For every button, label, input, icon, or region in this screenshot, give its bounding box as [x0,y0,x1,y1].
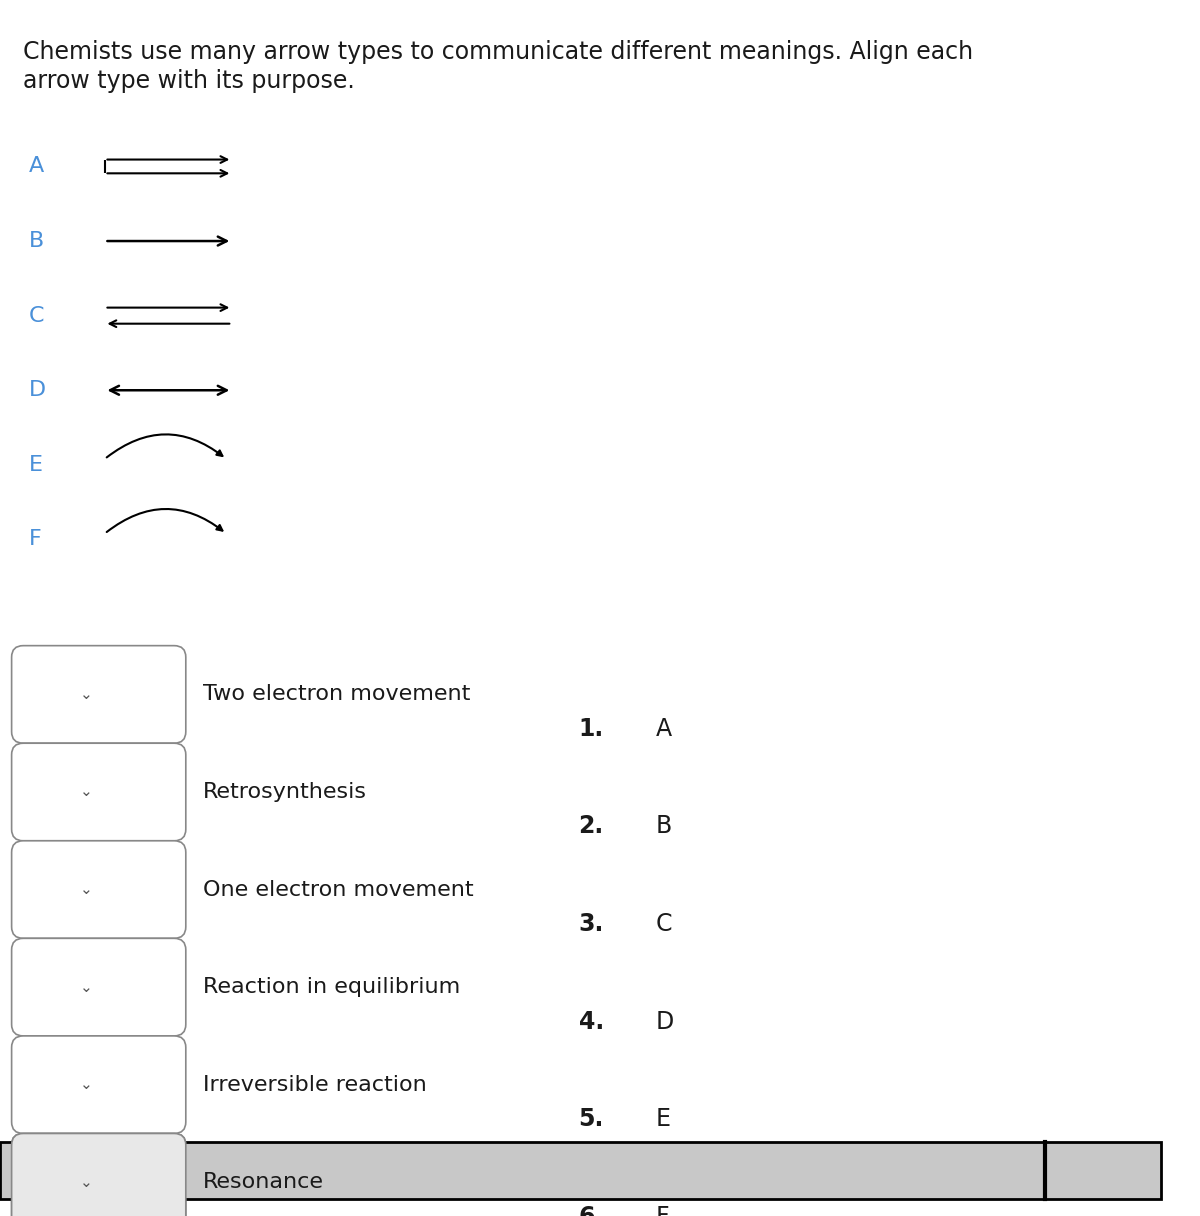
Text: One electron movement: One electron movement [203,879,474,900]
Text: Retrosynthesis: Retrosynthesis [203,782,367,803]
Text: A: A [656,717,672,741]
Text: A: A [29,157,44,176]
Text: Reaction in equilibrium: Reaction in equilibrium [203,978,461,997]
FancyBboxPatch shape [12,939,186,1036]
FancyBboxPatch shape [12,840,186,939]
Text: Resonance: Resonance [203,1172,324,1192]
Text: E: E [29,455,43,475]
Text: 3.: 3. [578,912,604,936]
Text: E: E [656,1107,671,1131]
FancyBboxPatch shape [12,1133,186,1216]
Text: ⌄: ⌄ [80,882,94,897]
Text: D: D [656,1009,674,1034]
Text: B: B [656,815,672,838]
FancyBboxPatch shape [12,743,186,840]
Text: 2.: 2. [578,815,604,838]
Bar [0,1142,1162,1199]
Text: B: B [29,231,44,250]
Text: 4.: 4. [578,1009,604,1034]
Text: F: F [656,1205,670,1216]
FancyBboxPatch shape [12,646,186,743]
Text: Irreversible reaction: Irreversible reaction [203,1075,427,1094]
Text: D: D [29,381,46,400]
Text: Chemists use many arrow types to communicate different meanings. Align each: Chemists use many arrow types to communi… [23,40,973,64]
FancyBboxPatch shape [12,1036,186,1133]
Text: Resonance: Resonance [203,1172,324,1192]
Text: ⌄: ⌄ [80,980,94,995]
Text: ⌄: ⌄ [80,687,94,702]
Text: ⌄: ⌄ [80,1175,94,1189]
FancyBboxPatch shape [12,1133,186,1216]
Text: ⌄: ⌄ [80,1175,94,1189]
Text: arrow type with its purpose.: arrow type with its purpose. [23,69,355,92]
Text: F: F [29,529,42,550]
Text: C: C [29,305,44,326]
Text: 1.: 1. [578,717,604,741]
Text: 5.: 5. [578,1107,604,1131]
Text: Two electron movement: Two electron movement [203,685,470,704]
Text: 6.: 6. [578,1205,604,1216]
Text: ⌄: ⌄ [80,1077,94,1092]
Text: C: C [656,912,673,936]
Text: ⌄: ⌄ [80,784,94,799]
